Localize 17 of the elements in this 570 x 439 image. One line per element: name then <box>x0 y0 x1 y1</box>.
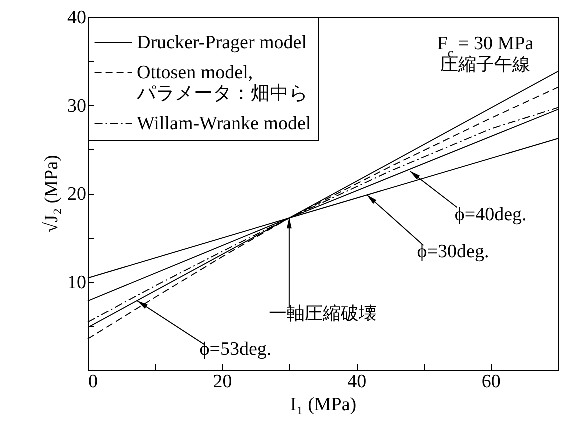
x-tick-label: 60 <box>482 372 501 392</box>
legend-label: Willam-Wranke model <box>137 114 312 134</box>
legend-label: Ottosen model, パラメータ：畑中ら <box>136 62 308 104</box>
x-axis-title: I₁ (MPa) <box>290 394 357 416</box>
x-tick-label: 20 <box>213 372 232 392</box>
annotation: ϕ=40deg. <box>454 204 527 226</box>
y-tick-label: 10 <box>68 272 86 294</box>
x-tick-label: 40 <box>348 372 367 392</box>
x-tick-label: 0 <box>88 372 98 392</box>
y-tick-label: 30 <box>68 96 86 117</box>
y-tick-label: 40 <box>68 8 86 28</box>
annotation: 一軸圧縮破壊 <box>269 303 377 324</box>
y-tick-label: 20 <box>68 184 86 205</box>
annotation: ϕ=53deg. <box>200 338 272 360</box>
annotation: ϕ=30deg. <box>417 242 490 263</box>
legend-label: Drucker-Prager model <box>137 32 308 54</box>
y-axis-title: √J₂ (MPa) <box>42 155 62 233</box>
